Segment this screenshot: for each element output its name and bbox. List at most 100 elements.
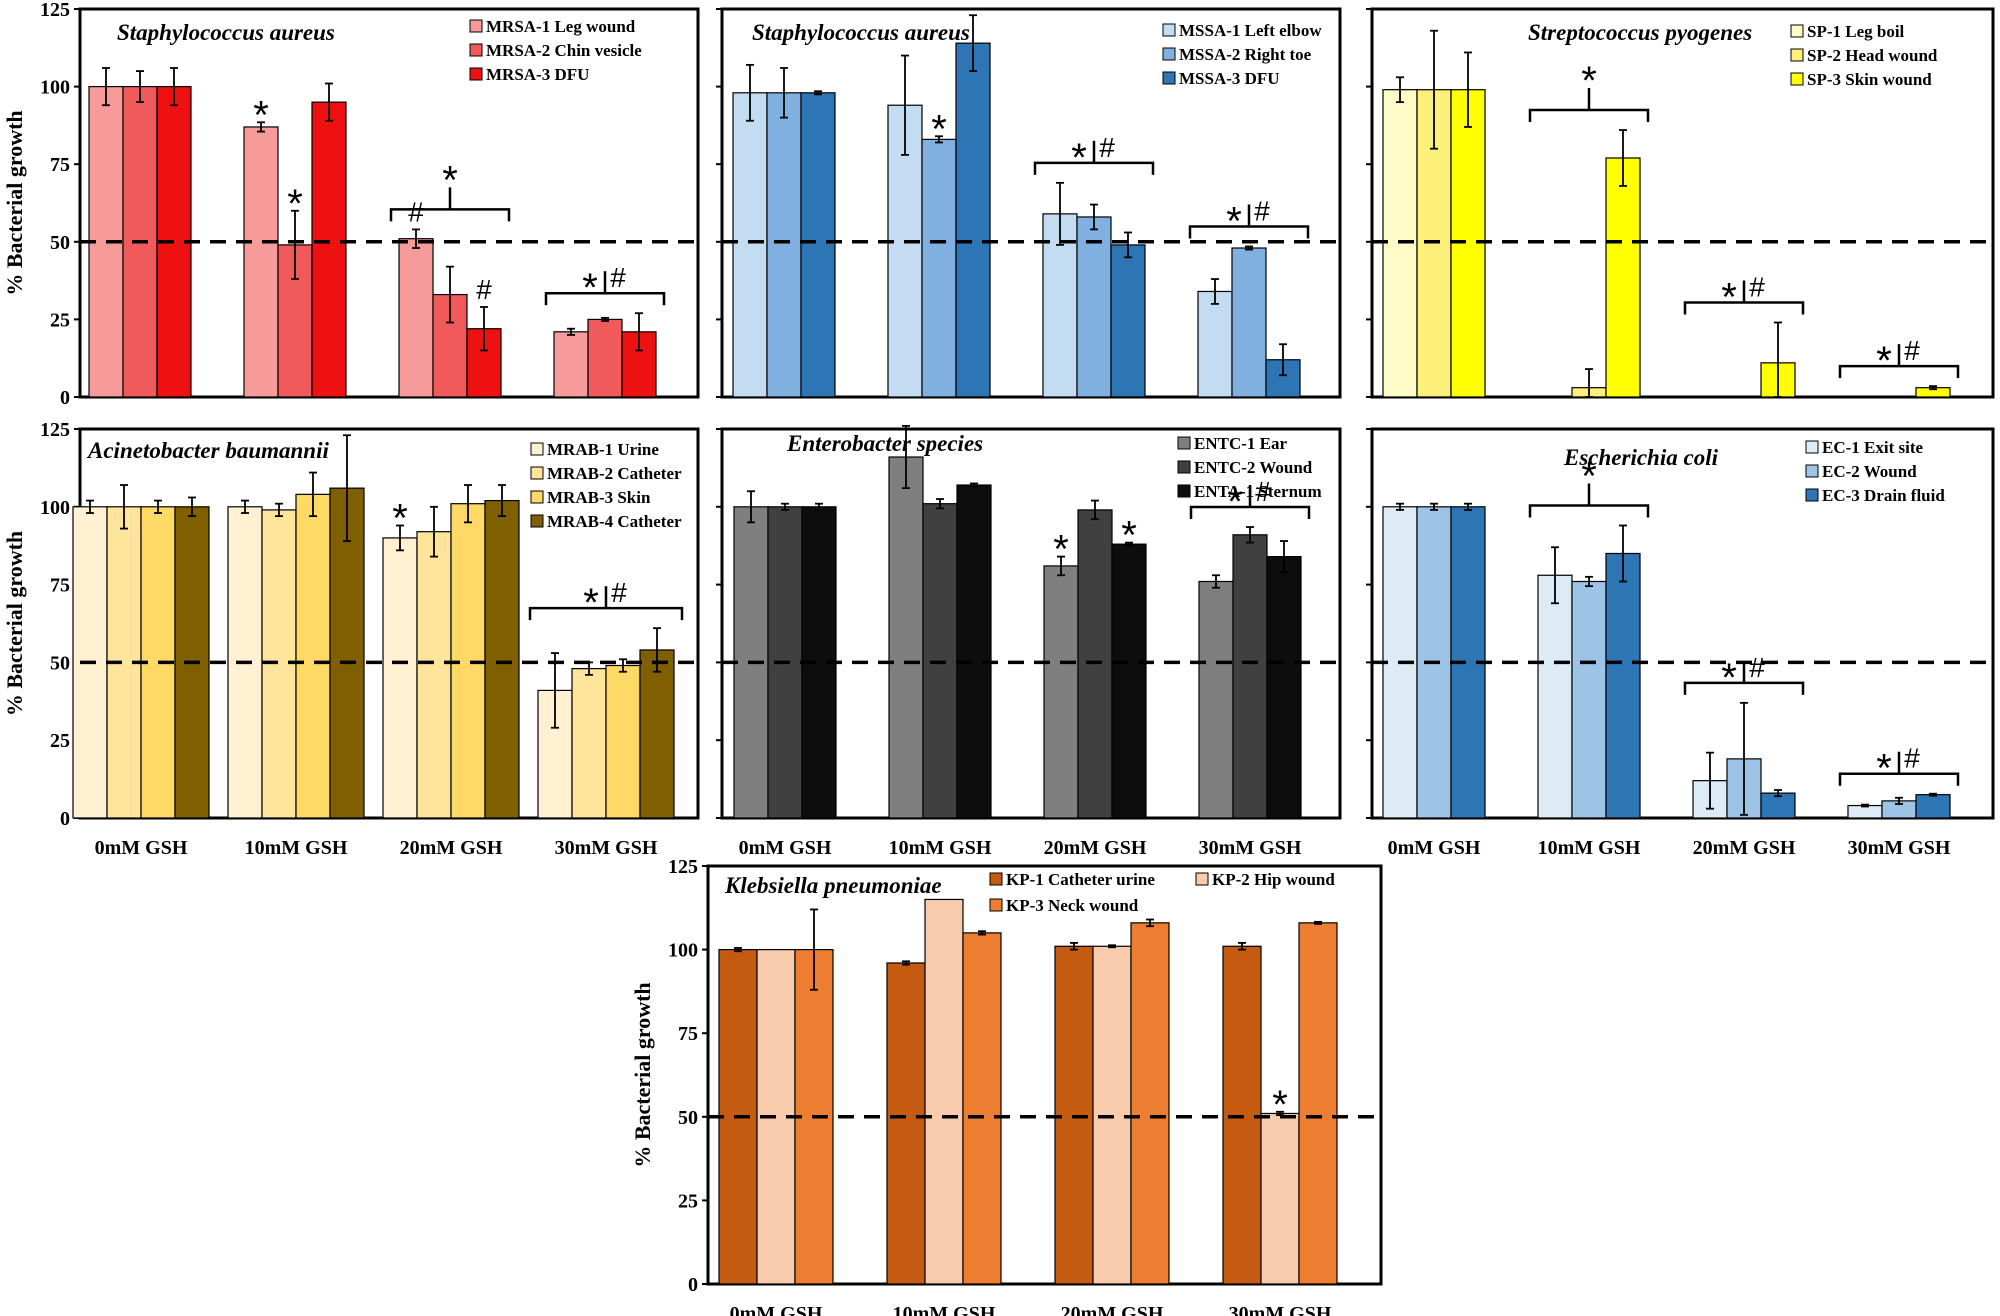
legend-label: KP-1 Catheter urine (1006, 870, 1155, 889)
chart-panel-e: 0mM GSH 10mM GSH 20mM GSH 30mM GSH * * * # Enter… (716, 424, 1342, 859)
y-tick-label: 125 (668, 856, 698, 878)
bar (1198, 580, 1234, 819)
legend-swatch (1177, 460, 1191, 474)
bar (1605, 552, 1641, 819)
x-category-label: 10mM GSH (1538, 837, 1641, 859)
legend-swatch (469, 67, 483, 81)
x-category-label: 30mM GSH (1229, 1303, 1332, 1316)
y-tick-label: 25 (50, 309, 70, 331)
bar (382, 537, 418, 819)
x-category-label: 20mM GSH (1044, 837, 1147, 859)
bar (1130, 922, 1170, 1285)
bar (1260, 1112, 1300, 1285)
significance-star: * (931, 107, 947, 151)
bar (243, 126, 279, 398)
legend-swatch (1790, 48, 1804, 62)
legend-swatch (530, 514, 544, 528)
bar (962, 932, 1002, 1285)
bar (639, 649, 675, 819)
significance-bracket (1683, 301, 1805, 315)
y-tick-label: 0 (60, 387, 70, 409)
legend-label: EC-2 Wound (1822, 462, 1917, 481)
chart-panel-b: * * # * # Staphylococcus aureus MSSA-1 Left el… (716, 7, 1342, 399)
significance-hash: # (1749, 272, 1765, 303)
y-tick-label: 50 (50, 652, 70, 674)
significance-bracket (528, 606, 684, 621)
significance-star: * (1272, 1083, 1288, 1127)
legend-label: SP-1 Leg boil (1807, 22, 1905, 41)
bar (1298, 922, 1338, 1285)
significance-star: * (1876, 747, 1892, 791)
plot-frame (720, 7, 1342, 399)
legend-swatch (989, 872, 1003, 886)
legend-label: MRSA-1 Leg wound (486, 17, 636, 36)
bar (1537, 574, 1573, 819)
significance-hash: # (476, 274, 492, 305)
legend-swatch (530, 442, 544, 456)
significance-hash: # (408, 196, 424, 227)
y-tick-label: 75 (50, 154, 70, 176)
y-tick-label: 100 (40, 77, 70, 99)
chart-panel-c: * * # * # Streptococcus pyogenes SP-1 Leg boil… (1366, 7, 1995, 399)
legend-label: MRSA-3 DFU (486, 65, 589, 84)
significance-hash: # (1254, 195, 1270, 226)
legend-label: MRAB-3 Skin (547, 488, 651, 507)
legend-swatch (1790, 24, 1804, 38)
legend-label: SP-3 Skin wound (1807, 70, 1932, 89)
panel-title: Klebsiella pneumoniae (724, 873, 942, 898)
legend-swatch (1195, 872, 1209, 886)
y-tick-label: 50 (50, 232, 70, 254)
bar (922, 503, 958, 819)
plot-frame (706, 864, 1383, 1286)
legend-label: MRSA-2 Chin vesicle (486, 41, 642, 60)
y-tick-label: 0 (60, 808, 70, 830)
legend-swatch (1162, 23, 1176, 37)
significance-star: * (1876, 339, 1892, 383)
legend-swatch (1805, 464, 1819, 478)
significance-star: * (583, 581, 599, 625)
panel-title: Staphylococcus aureus (117, 20, 335, 45)
y-tick-label: 75 (678, 1023, 698, 1045)
legend-swatch (469, 19, 483, 33)
y-tick-label: 75 (50, 575, 70, 597)
significance-bracket (1838, 364, 1960, 379)
x-category-label: 20mM GSH (1693, 837, 1796, 859)
bar (1197, 290, 1233, 398)
legend-label: SP-2 Head wound (1807, 46, 1938, 65)
y-tick-label: 125 (40, 419, 70, 441)
x-category-label: 10mM GSH (893, 1303, 996, 1316)
significance-hash: # (1904, 335, 1920, 366)
legend-label: KP-3 Neck wound (1006, 896, 1139, 915)
significance-star: * (1227, 480, 1243, 524)
bar (1915, 794, 1951, 819)
significance-star: * (1581, 454, 1597, 498)
legend-swatch (1790, 72, 1804, 86)
panel-title: Escherichia coli (1563, 445, 1719, 470)
legend-label: MSSA-2 Right toe (1179, 45, 1312, 64)
legend-label: MRAB-4 Catheter (547, 512, 682, 531)
chart-panel-d: 0 25 50 75 100 125 % Bacterial growth 0mM GSH 10… (2, 419, 700, 859)
bar (886, 962, 926, 1285)
bar (732, 92, 768, 398)
legend-swatch (1177, 484, 1191, 498)
x-category-label: 0mM GSH (739, 837, 832, 859)
y-axis-label: % Bacterial growth (630, 982, 655, 1167)
y-tick-label: 50 (678, 1107, 698, 1129)
bar (1847, 804, 1883, 819)
legend-label: ENTC-2 Wound (1194, 458, 1313, 477)
chart-panel-f: 0mM GSH 10mM GSH 20mM GSH 30mM GSH * * # * # Esch… (1366, 427, 1995, 859)
legend-label: MRAB-2 Catheter (547, 464, 682, 483)
panel-title: Enterobacter species (786, 431, 983, 456)
legend-swatch (1162, 71, 1176, 85)
panel-title: Streptococcus pyogenes (1528, 20, 1752, 45)
plot-frame (1370, 427, 1995, 820)
bar (1571, 580, 1607, 819)
y-tick-label: 0 (688, 1274, 698, 1296)
y-axis-label: % Bacterial growth (2, 531, 27, 716)
x-category-label: 0mM GSH (730, 1303, 823, 1316)
legend-swatch (1805, 488, 1819, 502)
legend-label: MRAB-1 Urine (547, 440, 659, 459)
bar (484, 499, 520, 819)
x-category-label: 20mM GSH (1061, 1303, 1164, 1316)
